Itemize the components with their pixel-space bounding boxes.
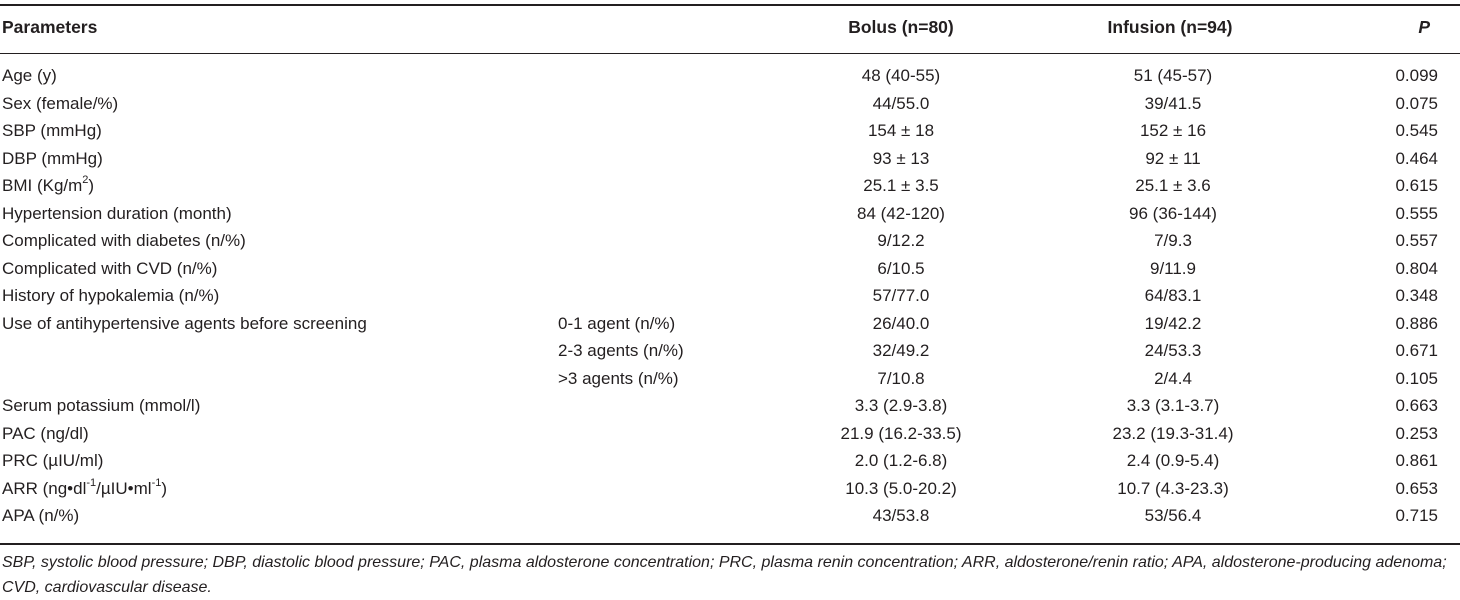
cell-parameter: DBP (mmHg)	[2, 148, 103, 168]
cell-bolus: 2.0 (1.2-6.8)	[854, 451, 948, 470]
cell-p-value: 0.348	[1395, 286, 1438, 305]
cell-p-value: 0.671	[1395, 341, 1438, 360]
cell-bolus: 57/77.0	[872, 286, 930, 305]
cell-bolus: 44/55.0	[872, 93, 930, 113]
cell-infusion: 96 (36-144)	[1129, 203, 1217, 223]
cell-p-value: 0.715	[1395, 506, 1438, 525]
table-header-row: Parameters Bolus (n=80) Infusion (n=94) …	[0, 14, 1460, 42]
cell-parameter: Age (y)	[2, 66, 57, 85]
header-infusion: Infusion (n=94)	[1107, 17, 1233, 37]
cell-p-value: 0.253	[1395, 423, 1438, 443]
cell-bolus: 21.9 (16.2-33.5)	[840, 423, 962, 443]
cell-bolus: 154 ± 18	[867, 121, 935, 140]
cell-p-value: 0.075	[1395, 93, 1438, 113]
header-bolus: Bolus (n=80)	[848, 17, 954, 37]
cell-infusion: 51 (45-57)	[1133, 66, 1213, 85]
table-row: Age (y) 48 (40-55) 51 (45-57) 0.099	[0, 62, 1460, 89]
cell-infusion: 92 ± 11	[1145, 148, 1201, 168]
cell-p-value: 0.663	[1395, 396, 1438, 415]
cell-subgroup: 2-3 agents (n/%)	[558, 341, 684, 360]
table-row: History of hypokalemia (n/%) 57/77.0 64/83…	[0, 282, 1460, 309]
cell-subgroup: 0-1 agent (n/%)	[558, 313, 676, 333]
table-bottom-rule	[0, 543, 1460, 545]
cell-infusion: 64/83.1	[1144, 286, 1202, 305]
table-row: Sex (female/%) 44/55.0 39/41.5 0.075	[0, 90, 1460, 117]
table-header-rule	[0, 53, 1460, 54]
cell-infusion: 25.1 ± 3.6	[1135, 176, 1211, 195]
table-footnote: SBP, systolic blood pressure; DBP, diast…	[2, 554, 1447, 596]
header-parameters: Parameters	[2, 17, 98, 37]
cell-p-value: 0.653	[1395, 478, 1438, 498]
cell-bolus: 10.3 (5.0-20.2)	[845, 478, 957, 498]
cell-infusion: 152 ± 16	[1139, 121, 1207, 140]
cell-infusion: 23.2 (19.3-31.4)	[1112, 423, 1234, 443]
cell-bolus: 48 (40-55)	[861, 66, 941, 85]
table-row: DBP (mmHg) 93 ± 13 92 ± 11 0.464	[0, 145, 1460, 172]
cell-infusion: 53/56.4	[1144, 506, 1202, 525]
cell-parameter: PAC (ng/dl)	[2, 423, 89, 443]
cell-parameter: Complicated with diabetes (n/%)	[2, 231, 246, 250]
cell-bolus: 43/53.8	[872, 506, 930, 525]
cell-parameter: Use of antihypertensive agents before sc…	[2, 313, 367, 333]
cell-parameter: History of hypokalemia (n/%)	[2, 286, 220, 305]
cell-parameter: SBP (mmHg)	[2, 121, 102, 140]
cell-parameter: PRC (µIU/ml)	[2, 451, 104, 470]
cell-p-value: 0.861	[1395, 451, 1438, 470]
cell-parameter: Complicated with CVD (n/%)	[2, 258, 218, 278]
cell-infusion: 3.3 (3.1-3.7)	[1126, 396, 1220, 415]
table-row: PAC (ng/dl) 21.9 (16.2-33.5) 23.2 (19.3-31…	[0, 420, 1460, 447]
table-row: APA (n/%) 43/53.8 53/56.4 0.715	[0, 502, 1460, 529]
cell-infusion: 10.7 (4.3-23.3)	[1117, 478, 1229, 498]
header-p: P	[1418, 17, 1430, 37]
cell-p-value: 0.099	[1395, 66, 1438, 85]
table-row: BMI (Kg/m2) 25.1 ± 3.5 25.1 ± 3.6 0.615	[0, 172, 1460, 199]
table-row: 2-3 agents (n/%) 32/49.2 24/53.3 0.671	[0, 337, 1460, 364]
cell-parameter: APA (n/%)	[2, 506, 80, 525]
cell-bolus: 7/10.8	[877, 368, 925, 388]
cell-p-value: 0.464	[1395, 148, 1438, 168]
cell-parameter: ARR (ng•dl-1/µIU•ml-1)	[2, 476, 168, 498]
cell-subgroup: >3 agents (n/%)	[558, 368, 679, 388]
table-row: Hypertension duration (month) 84 (42-120)…	[0, 200, 1460, 227]
cell-p-value: 0.886	[1395, 313, 1438, 333]
cell-infusion: 7/9.3	[1154, 231, 1192, 250]
table-row: Serum potassium (mmol/l) 3.3 (2.9-3.8) 3.3…	[0, 392, 1460, 419]
cell-bolus: 26/40.0	[872, 313, 930, 333]
table-row: Complicated with CVD (n/%) 6/10.5 9/11.9 0.…	[0, 255, 1460, 282]
table-row: PRC (µIU/ml) 2.0 (1.2-6.8) 2.4 (0.9-5.4) 0.…	[0, 447, 1460, 474]
table-top-rule	[0, 4, 1460, 6]
cell-parameter: BMI (Kg/m2)	[2, 174, 95, 195]
cell-infusion: 39/41.5	[1144, 93, 1202, 113]
cell-parameter: Sex (female/%)	[2, 93, 119, 113]
cell-bolus: 93 ± 13	[872, 148, 930, 168]
cell-bolus: 25.1 ± 3.5	[863, 176, 939, 195]
cell-p-value: 0.804	[1395, 258, 1438, 278]
cell-bolus: 32/49.2	[872, 341, 930, 360]
cell-infusion: 2/4.4	[1154, 368, 1192, 388]
cell-p-value: 0.615	[1395, 176, 1438, 195]
table-row: ARR (ng•dl-1/µIU•ml-1) 10.3 (5.0-20.2) 10.…	[0, 475, 1460, 502]
cell-bolus: 9/12.2	[877, 231, 925, 250]
table-row: >3 agents (n/%) 7/10.8 2/4.4 0.105	[0, 365, 1460, 392]
table-row: Use of antihypertensive agents before sc…	[0, 310, 1460, 337]
cell-parameter: Hypertension duration (month)	[2, 203, 232, 223]
cell-p-value: 0.555	[1395, 203, 1438, 223]
table-row: Complicated with diabetes (n/%) 9/12.2 7/9…	[0, 227, 1460, 254]
cell-bolus: 6/10.5	[877, 258, 925, 278]
cell-p-value: 0.557	[1395, 231, 1438, 250]
cell-p-value: 0.105	[1395, 368, 1438, 388]
cell-bolus: 84 (42-120)	[857, 203, 945, 223]
cell-infusion: 19/42.2	[1144, 313, 1202, 333]
cell-infusion: 9/11.9	[1149, 258, 1196, 278]
cell-parameter: Serum potassium (mmol/l)	[2, 396, 201, 415]
cell-infusion: 24/53.3	[1144, 341, 1202, 360]
table-row: SBP (mmHg) 154 ± 18 152 ± 16 0.545	[0, 117, 1460, 144]
cell-infusion: 2.4 (0.9-5.4)	[1126, 451, 1220, 470]
cell-p-value: 0.545	[1395, 121, 1438, 140]
cell-bolus: 3.3 (2.9-3.8)	[854, 396, 948, 415]
